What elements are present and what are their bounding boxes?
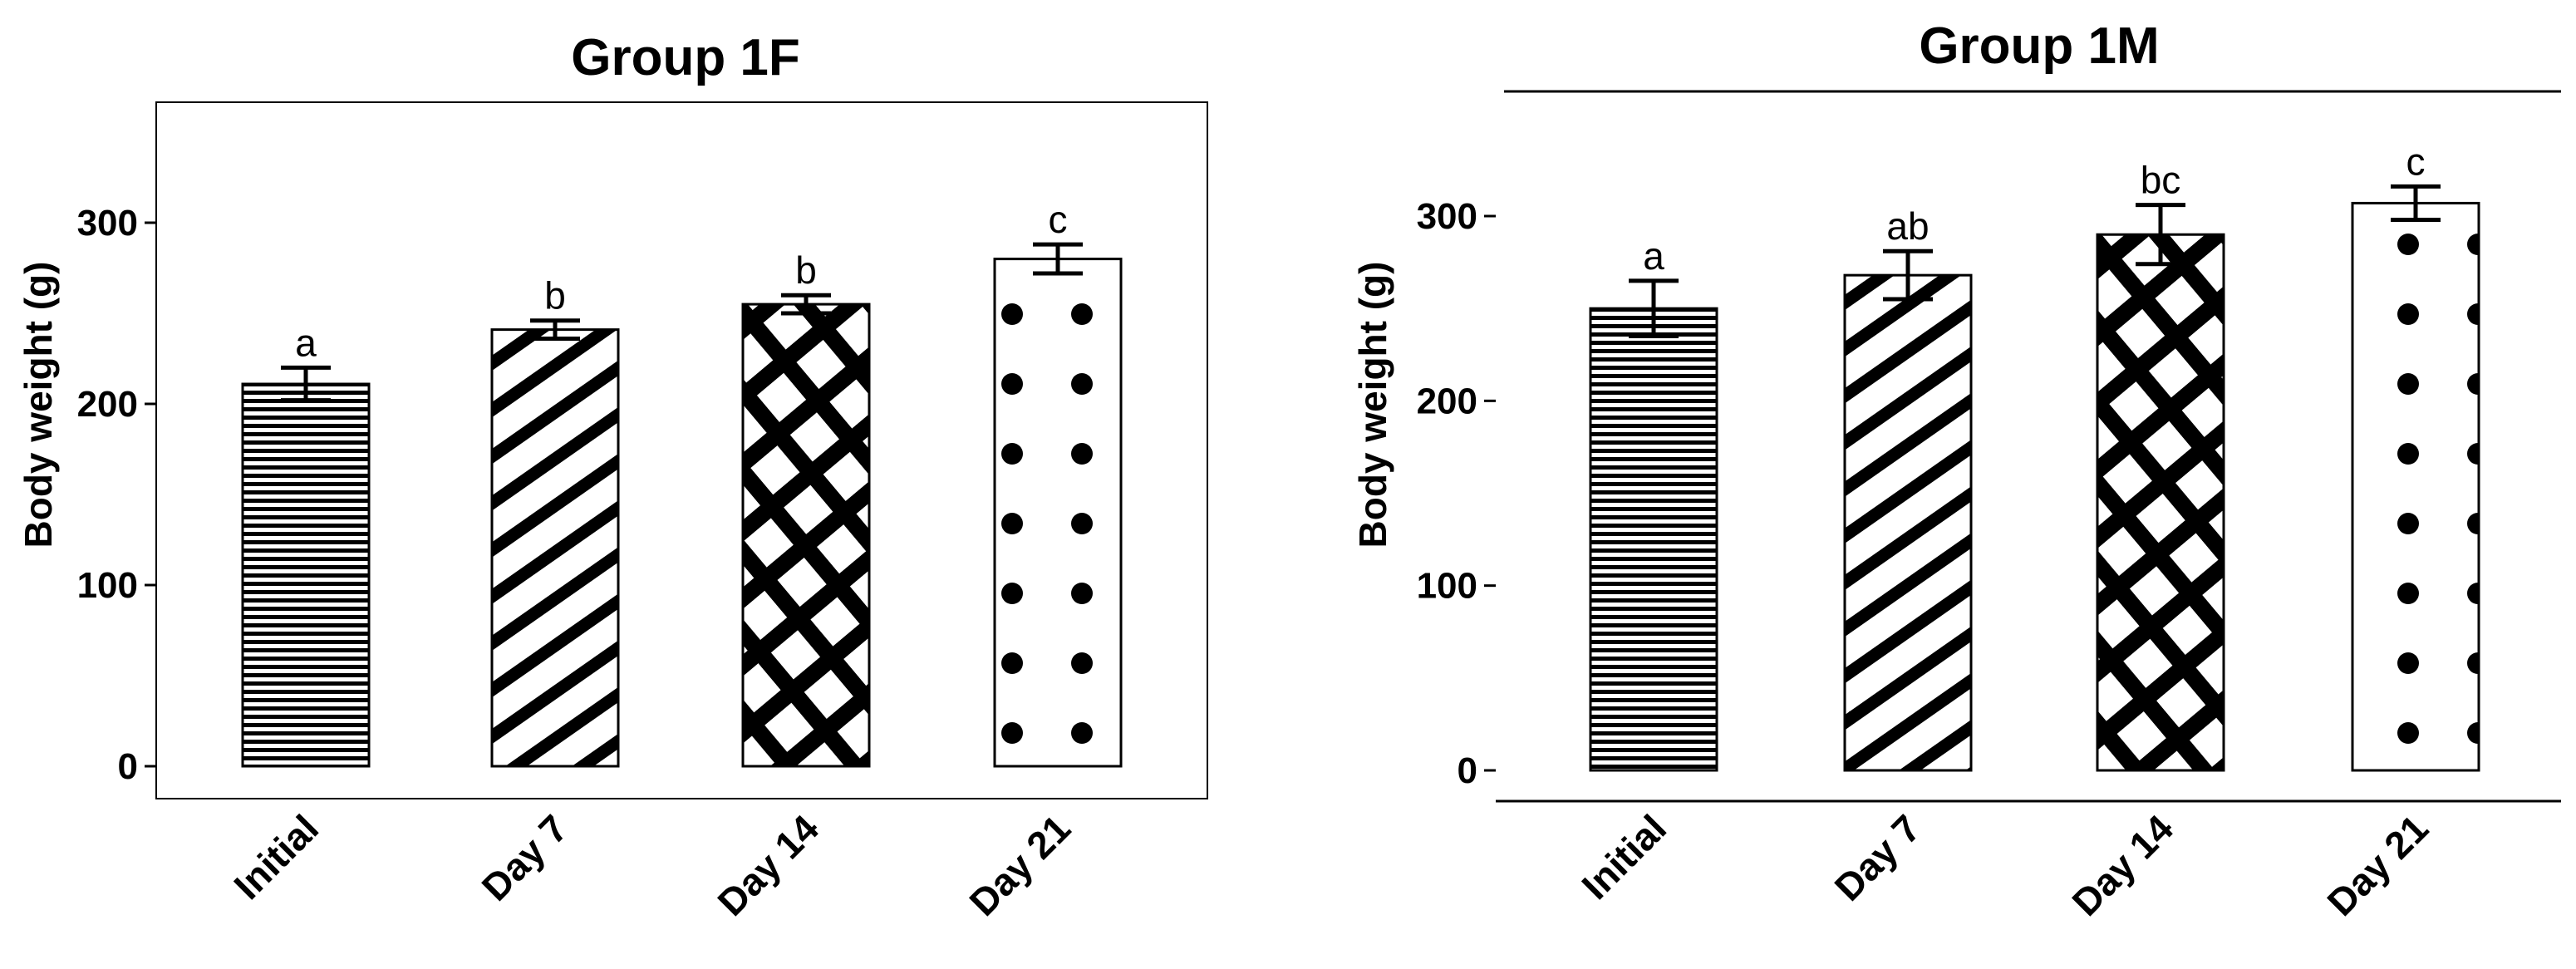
y-tick-label: 100	[77, 565, 138, 606]
significance-letters: a ab bc c	[1643, 140, 2425, 277]
significance-letter: bc	[2141, 159, 2181, 202]
y-tick-label: 200	[1417, 381, 1477, 421]
chart-title: Group 1M	[1919, 17, 2159, 75]
error-bars	[281, 242, 1083, 403]
y-axis-ticks: 0 100 200 300	[77, 203, 156, 787]
y-tick-label: 100	[1417, 566, 1477, 607]
error-bar	[781, 293, 831, 316]
x-tick-label: Day 21	[961, 806, 1079, 924]
y-tick-label: 300	[1417, 196, 1477, 237]
x-tick-label: Day 7	[474, 806, 577, 909]
error-bars	[1629, 184, 2441, 339]
y-axis-ticks: 0 100 200 300	[1417, 196, 1496, 791]
error-bar	[1883, 248, 1933, 302]
significance-letter: b	[795, 248, 817, 292]
error-bar	[2136, 203, 2185, 267]
y-axis-label: Body weight (g)	[17, 262, 60, 548]
bar-day-14	[2096, 233, 2225, 772]
x-tick-label: Initial	[1573, 806, 1674, 908]
significance-letter: a	[1643, 234, 1664, 278]
error-bar	[281, 365, 331, 403]
y-tick-label: 300	[77, 203, 138, 243]
error-bar	[1033, 242, 1083, 276]
error-bar	[1629, 278, 1679, 339]
x-tick-label: Day 7	[1826, 806, 1930, 909]
error-bar	[530, 318, 580, 342]
x-axis-labels: Initial Day 7 Day 14 Day 21	[1573, 806, 2436, 924]
panel-border	[155, 101, 1208, 799]
y-tick-label: 200	[77, 384, 138, 425]
y-tick-label: 0	[1458, 750, 1477, 791]
significance-letters: a b b c	[295, 198, 1067, 364]
bar-group	[1589, 201, 2480, 772]
bar-day-21	[2351, 201, 2480, 772]
significance-letter: ab	[1886, 204, 1929, 248]
chart-title: Group 1F	[571, 29, 800, 86]
y-axis-label: Body weight (g)	[1351, 262, 1394, 548]
x-tick-label: Initial	[225, 806, 327, 908]
x-tick-label: Day 21	[2318, 806, 2436, 924]
bar-day-7	[490, 328, 620, 768]
bar-day-7	[1843, 273, 1973, 772]
significance-letter: c	[1049, 198, 1068, 241]
x-tick-label: Day 14	[2063, 806, 2181, 924]
significance-letter: b	[544, 274, 566, 317]
bar-initial	[241, 382, 371, 768]
chart-panel-group-1m: Group 1M Body weight (g) 0 100 200 300 a ab b…	[1351, 17, 2561, 924]
x-tick-label: Day 14	[709, 806, 827, 924]
x-axis-labels: Initial Day 7 Day 14 Day 21	[225, 806, 1079, 924]
error-bar	[2391, 184, 2441, 222]
y-tick-label: 0	[118, 746, 138, 787]
bar-day-21	[993, 258, 1123, 768]
significance-letter: c	[2406, 140, 2426, 183]
bar-day-14	[741, 303, 871, 768]
chart-panel-group-1f: Group 1F Body weight (g) 0 100 200 300 a b b c…	[17, 29, 1208, 924]
bar-group	[241, 258, 1123, 768]
bar-initial	[1589, 307, 1718, 772]
significance-letter: a	[295, 321, 317, 364]
